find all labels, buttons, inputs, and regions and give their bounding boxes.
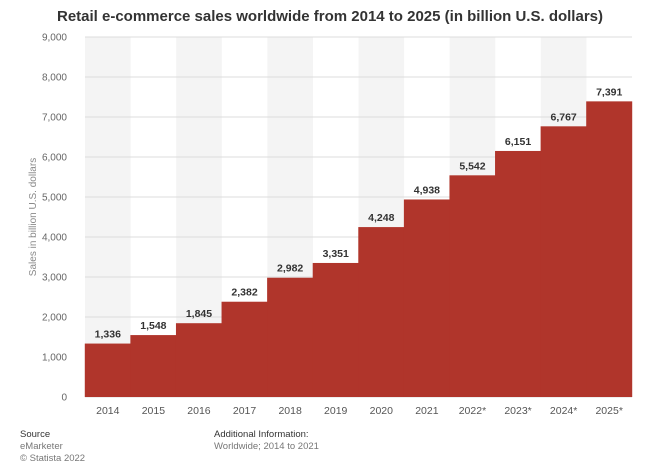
data-label: 2,382 (231, 287, 257, 299)
bar[interactable] (403, 199, 450, 397)
x-tick-label: 2022* (459, 405, 486, 417)
x-tick-label: 2024* (550, 405, 577, 417)
data-label: 1,548 (140, 320, 166, 332)
y-tick-label: 6,000 (42, 153, 67, 164)
y-tick-label: 7,000 (42, 113, 67, 124)
bar[interactable] (130, 335, 177, 397)
x-tick-label: 2016 (187, 405, 211, 417)
bar[interactable] (84, 343, 131, 397)
data-label: 4,248 (368, 212, 394, 224)
y-tick-label: 9,000 (42, 33, 67, 44)
data-label: 2,982 (277, 263, 303, 275)
x-tick-label: 2014 (96, 405, 120, 417)
chart-title: Retail e-commerce sales worldwide from 2… (56, 8, 603, 25)
bar[interactable] (358, 227, 405, 397)
bar[interactable] (586, 101, 633, 398)
x-tick-label: 2021 (415, 405, 439, 417)
y-tick-label: 3,000 (42, 273, 67, 284)
source-heading: Source (20, 429, 51, 440)
x-tick-label: 2025* (595, 405, 622, 417)
bar[interactable] (540, 126, 587, 397)
column-shading (85, 37, 131, 397)
additional-info-text: Worldwide; 2014 to 2021 (214, 441, 319, 452)
additional-info-heading: Additional Information: (214, 429, 309, 440)
y-tick-label: 4,000 (42, 233, 67, 244)
copyright: © Statista 2022 (20, 453, 86, 464)
x-tick-label: 2019 (324, 405, 348, 417)
source-block: Source eMarketer © Statista 2022 (20, 429, 85, 465)
bar[interactable] (175, 323, 222, 397)
bar[interactable] (312, 262, 359, 397)
x-tick-label: 2015 (142, 405, 166, 417)
bar[interactable] (221, 301, 268, 397)
y-axis-label: Sales in billion U.S. dollars (28, 158, 39, 276)
additional-info-block: Additional Information: Worldwide; 2014 … (214, 429, 319, 453)
data-label: 7,391 (596, 86, 622, 98)
x-tick-label: 2020 (370, 405, 394, 417)
y-tick-label: 2,000 (42, 313, 67, 324)
data-label: 5,542 (459, 160, 485, 172)
y-tick-label: 1,000 (42, 353, 67, 364)
data-label: 4,938 (414, 184, 440, 196)
y-tick-label: 8,000 (42, 73, 67, 84)
data-label: 1,336 (95, 329, 121, 341)
x-tick-label: 2017 (233, 405, 257, 417)
y-tick-label: 0 (61, 393, 67, 404)
bar[interactable] (495, 150, 542, 397)
x-tick-label: 2018 (278, 405, 302, 417)
y-tick-label: 5,000 (42, 193, 67, 204)
bar[interactable] (449, 175, 496, 397)
data-label: 3,351 (323, 248, 349, 260)
data-label: 6,767 (550, 111, 576, 123)
data-label: 6,151 (505, 136, 531, 148)
source-name: eMarketer (20, 441, 63, 452)
data-label: 1,845 (186, 308, 212, 320)
bar[interactable] (267, 277, 314, 397)
x-tick-label: 2023* (504, 405, 531, 417)
